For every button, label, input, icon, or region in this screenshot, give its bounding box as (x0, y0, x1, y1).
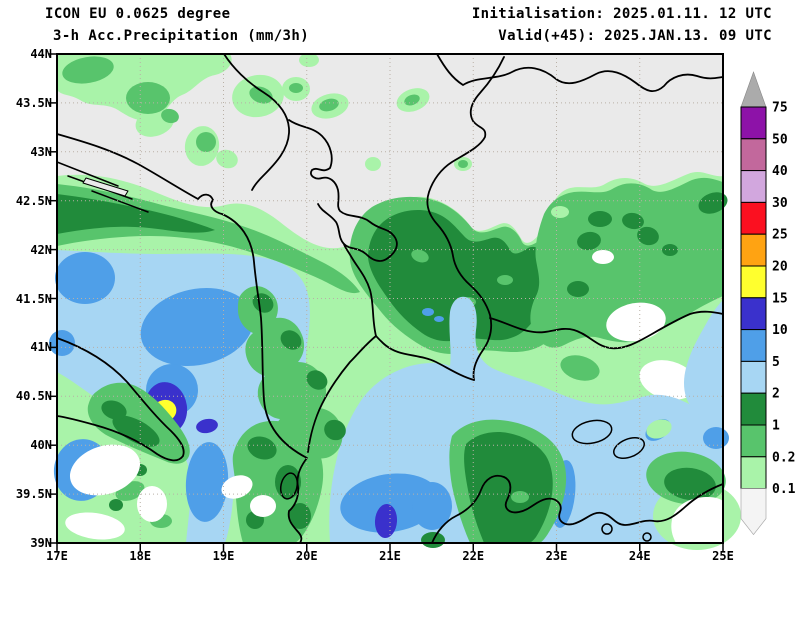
lon-tick-label: 18E (129, 549, 152, 563)
lat-tick-label: 39N (30, 536, 52, 550)
legend-segment (740, 201, 767, 235)
legend-tick-label: 20 (772, 260, 788, 275)
legend-segment (740, 233, 767, 267)
legend-segment (740, 392, 767, 426)
grid-lines (57, 54, 723, 543)
legend-tick-label: 0.2 (772, 450, 795, 465)
lat-tick-label: 43.5N (15, 95, 52, 110)
lon-tick-label: 21E (379, 549, 401, 563)
legend-segment (740, 456, 767, 490)
legend-tick-label: 1 (772, 419, 780, 434)
legend-above-max-arrow (740, 71, 767, 108)
legend-segment (740, 265, 767, 299)
country-borders (56, 53, 724, 544)
lon-tick-label: 23E (545, 549, 568, 563)
legend-segment (740, 297, 767, 331)
legend-below-min-arrow (740, 488, 767, 536)
lat-tick-label: 41N (30, 340, 52, 355)
lat-tick-label: 42N (30, 242, 52, 257)
lat-tick-label: 39.5N (15, 487, 52, 502)
lon-tick-label: 17E (46, 549, 68, 563)
legend-tick-label: 30 (772, 196, 788, 211)
legend-tick-label: 10 (772, 323, 788, 338)
legend-tick-label: 25 (772, 228, 788, 243)
axis-ticks (49, 53, 724, 551)
legend-segment (740, 360, 767, 394)
lon-tick-label: 25E (712, 549, 734, 563)
lon-tick-label: 22E (462, 549, 485, 563)
legend-tick-label: 75 (772, 101, 788, 116)
legend-tick-label: 0.1 (772, 482, 796, 497)
lat-tick-label: 43N (30, 144, 52, 159)
legend-tick-label: 2 (772, 387, 780, 402)
lon-tick-label: 20E (295, 549, 318, 563)
lat-tick-label: 41.5N (15, 291, 52, 306)
legend-tick-label: 40 (772, 164, 788, 179)
legend-segment (740, 106, 767, 140)
lon-tick-label: 24E (628, 549, 651, 563)
legend-tick-label: 50 (772, 132, 788, 147)
lat-tick-label: 44N (30, 47, 52, 61)
legend-segment (740, 138, 767, 172)
lat-tick-label: 40.5N (15, 389, 52, 404)
colorbar-legend: 75 50 40 30 25 20 15 10 5 2 1 0.2 0.1 (740, 71, 796, 536)
legend-tick-label: 5 (772, 355, 780, 370)
model-title: ICON EU 0.0625 degree (45, 6, 231, 22)
legend-segment (740, 424, 767, 458)
legend-segment (740, 329, 767, 362)
legend-segment (740, 170, 767, 203)
lon-tick-label: 19E (212, 549, 235, 563)
lat-tick-label: 40N (30, 438, 52, 453)
init-time-label: Initialisation: 2025.01.11. 12 UTC (471, 6, 772, 22)
legend-tick-label: 15 (772, 291, 788, 306)
product-title: 3-h Acc.Precipitation (mm/3h) (53, 28, 310, 44)
valid-time-label: Valid(+45): 2025.JAN.13. 09 UTC (498, 28, 772, 44)
map-frame (56, 53, 724, 544)
lat-tick-label: 42.5N (15, 193, 52, 208)
